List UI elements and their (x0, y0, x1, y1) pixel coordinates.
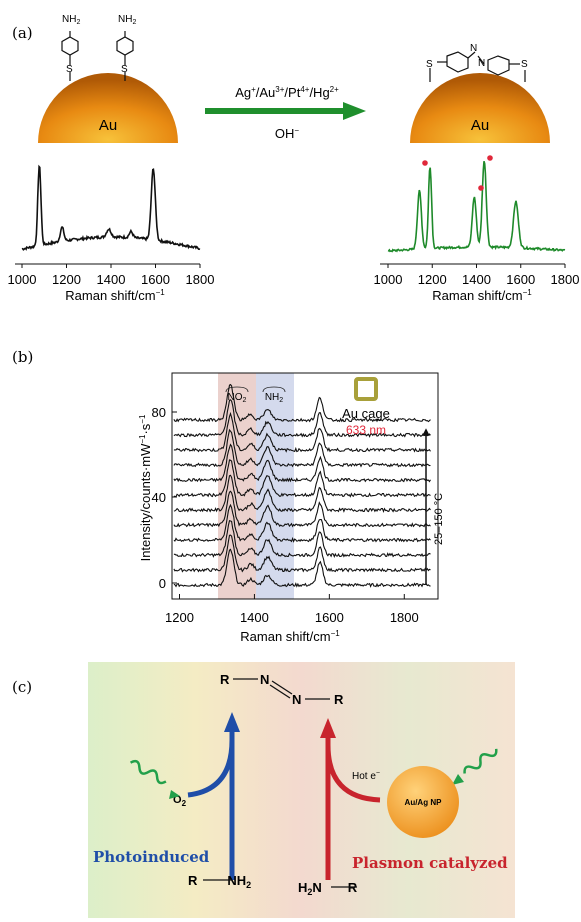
plasmon-arrow-head (320, 718, 336, 738)
x-tick-label: 1400 (240, 610, 269, 625)
au-label-after: Au (471, 117, 489, 134)
azo-n-left: N (260, 672, 269, 687)
x-axis-label-a-right: Raman shift/cm−1 (432, 288, 532, 303)
x-tick-label: 1000 (374, 272, 403, 287)
peak-marker-1 (422, 160, 428, 166)
light-wave-left-head (169, 790, 180, 799)
azo-r-left: R (220, 672, 230, 687)
x-tick-label: 1000 (8, 272, 37, 287)
spectrum-before: 1000 1200 1400 1600 1800 Raman shift/cm−1 (8, 164, 215, 303)
y-tick-label: 0 (159, 576, 166, 591)
x-tick-label: 1800 (551, 272, 580, 287)
temperature-spectrum (173, 548, 431, 588)
sulfur-label-3: S (426, 59, 433, 70)
au-nanoparticle-after: Au (410, 73, 550, 143)
x-tick-label: 1400 (462, 272, 491, 287)
azo-n-label-1: N (470, 43, 477, 54)
hot-electron-label: Hot e− (352, 770, 380, 782)
x-tick-label: 1600 (506, 272, 535, 287)
amine-left: R NH2 (188, 873, 251, 890)
photo-arrow-head (224, 712, 240, 732)
sulfur-label-1: S (66, 64, 73, 75)
light-wave-right (463, 748, 498, 774)
reaction-arrow (205, 102, 366, 120)
x-tick-label: 1200 (52, 272, 81, 287)
raman-temperature-plot: NO2 NH2 1200 1400 1600 1800 0 40 80 Au cage 63… (138, 372, 445, 644)
laser-wavelength-label: 633 nm (346, 423, 386, 437)
x-tick-label: 1400 (97, 272, 126, 287)
temperature-spectrum (173, 474, 431, 513)
sulfur-label-2: S (121, 64, 128, 75)
x-axis-label-b: Raman shift/cm−1 (240, 629, 340, 644)
azo-n-right: N (292, 692, 301, 707)
azo-n-label-2: N (478, 58, 485, 69)
temperature-range-label: 25–150 °C (433, 493, 445, 545)
no2-band-label: NO2 (228, 392, 247, 404)
au-cage-label: Au cage (342, 406, 390, 421)
y-tick-label: 80 (152, 405, 166, 420)
au-ag-nanoparticle (387, 766, 459, 838)
temperature-spectrum (173, 383, 431, 423)
temperature-spectrum (173, 443, 431, 483)
plasmon-catalyzed-label: Plasmon catalyzed (352, 854, 508, 872)
photoinduced-label: Photoinduced (93, 848, 210, 866)
nh2-band-label: NH2 (265, 392, 283, 404)
temperature-spectrum (173, 428, 431, 468)
peak-marker-2 (478, 185, 484, 191)
nh2-label-2: NH2 (118, 14, 136, 26)
temperature-spectrum (173, 459, 431, 498)
dmab-molecule (429, 51, 526, 82)
peak-marker-3 (487, 155, 493, 161)
panel-b-label: (b) (12, 348, 33, 366)
panel-c-label: (c) (12, 678, 32, 696)
metal-ions-label: Ag+/Au3+/Pt4+/Hg2+ (235, 85, 339, 100)
temperature-spectrum (173, 503, 431, 543)
x-tick-label: 1200 (165, 610, 194, 625)
light-wave-left (129, 759, 167, 785)
temperature-spectrum (173, 411, 431, 453)
plot-frame-b (171, 372, 439, 600)
nh2-label-1: NH2 (62, 14, 80, 26)
nanoparticle-label: Au/Ag NP (405, 798, 443, 807)
azo-r-right: R (334, 692, 344, 707)
temperature-spectrum (173, 534, 431, 573)
oxygen-label: O2 (173, 794, 187, 808)
au-nanoparticle-before: Au (38, 73, 178, 143)
light-wave-right-head (452, 774, 464, 785)
y-axis-label-b: Intensity/counts·mW−1·s−1 (138, 414, 153, 561)
aminothiophenol-molecules (61, 31, 134, 81)
temperature-spectrum (173, 399, 431, 438)
x-tick-label: 1200 (418, 272, 447, 287)
x-tick-label: 1800 (186, 272, 215, 287)
x-tick-label: 1800 (390, 610, 419, 625)
au-label-before: Au (99, 117, 117, 134)
x-tick-label: 1600 (315, 610, 344, 625)
x-axis-label-a-left: Raman shift/cm−1 (65, 288, 165, 303)
temperature-spectrum (173, 520, 431, 558)
spectrum-after: 1000 1200 1400 1600 1800 Raman shift/cm−1 (374, 155, 580, 303)
sulfur-label-4: S (521, 59, 528, 70)
nh2-band (256, 373, 294, 599)
x-tick-label: 1600 (141, 272, 170, 287)
au-cage-icon (354, 377, 378, 401)
hydroxide-label: OH− (275, 126, 300, 141)
temperature-spectrum (173, 490, 431, 528)
panel-a-label: (a) (12, 24, 33, 42)
mechanism-scheme: R N N R O2 Photoinduced R NH2 Hot e− Au/A… (88, 662, 515, 918)
y-tick-label: 40 (152, 490, 166, 505)
